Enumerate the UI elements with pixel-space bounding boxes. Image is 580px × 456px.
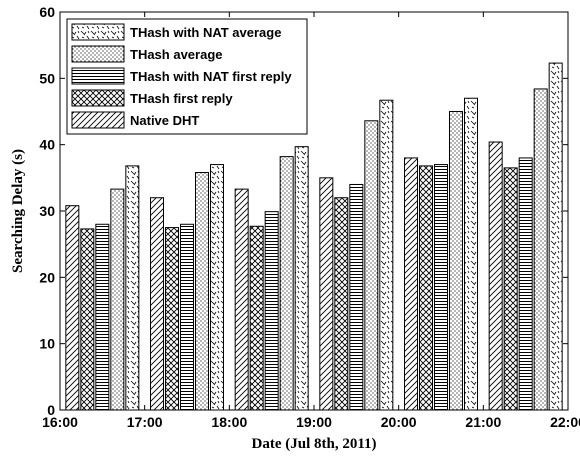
bar-native-dht-5 xyxy=(488,141,503,411)
x-tick-label: 20:00 xyxy=(381,414,417,430)
x-tick-label: 22:00 xyxy=(550,414,580,430)
bar-thash-with-nat-first-reply-2 xyxy=(264,211,279,411)
bar-thash-with-nat-average-2 xyxy=(294,146,309,411)
bar-thash-with-nat-first-reply-0 xyxy=(95,223,110,411)
legend-label-thash-with-nat-average: THash with NAT average xyxy=(130,25,281,40)
y-tick-label: 20 xyxy=(39,269,55,285)
bar-thash-with-nat-average-0 xyxy=(125,165,140,411)
y-tick-label: 50 xyxy=(39,70,55,86)
bar-thash-average-1 xyxy=(195,172,209,411)
y-axis-title: Searching Delay (s) xyxy=(10,149,26,273)
bar-thash-average-2 xyxy=(279,156,294,411)
bar-thash-first-reply-0 xyxy=(80,228,95,411)
x-tick-label: 17:00 xyxy=(127,414,163,430)
legend-swatch-thash-average xyxy=(71,45,125,63)
legend-label-thash-with-nat-first-reply: THash with NAT first reply xyxy=(130,69,292,84)
bar-thash-with-nat-first-reply-1 xyxy=(180,223,194,411)
legend-swatch-thash-with-nat-first-reply xyxy=(71,67,125,85)
legend-swatch-thash-with-nat-average xyxy=(71,23,125,41)
bar-native-dht-1 xyxy=(150,197,164,411)
legend-label-thash-first-reply: THash first reply xyxy=(130,91,233,106)
y-tick-label: 60 xyxy=(39,4,55,20)
x-tick-label: 19:00 xyxy=(296,414,332,430)
bar-native-dht-0 xyxy=(65,205,80,411)
legend-swatch-thash-first-reply xyxy=(71,89,125,107)
x-tick-label: 18:00 xyxy=(211,414,247,430)
bar-thash-with-nat-first-reply-4 xyxy=(434,164,448,411)
bar-thash-with-nat-average-5 xyxy=(548,62,563,411)
plot-frame xyxy=(59,11,569,411)
bar-thash-with-nat-average-4 xyxy=(464,97,478,411)
bar-native-dht-2 xyxy=(234,188,249,411)
legend-swatch-native-dht xyxy=(71,111,125,129)
bar-thash-with-nat-first-reply-3 xyxy=(349,183,364,411)
bar-thash-first-reply-5 xyxy=(503,167,518,411)
bar-thash-with-nat-average-3 xyxy=(379,99,394,411)
x-tick-label: 21:00 xyxy=(465,414,501,430)
x-tick-label: 16:00 xyxy=(42,414,78,430)
bar-thash-with-nat-average-1 xyxy=(210,164,224,411)
legend: THash with NAT average THash average THash… xyxy=(66,18,308,135)
y-tick-label: 10 xyxy=(39,336,55,352)
bar-native-dht-3 xyxy=(319,177,334,411)
ticks-layer: 16:00 17:00 18:00 19:00 20:00 21:00 22:00 0 10 20… xyxy=(39,4,580,430)
bar-thash-first-reply-3 xyxy=(334,197,349,411)
y-tick-label: 40 xyxy=(39,137,55,153)
bar-thash-first-reply-4 xyxy=(419,165,433,411)
bar-thash-first-reply-1 xyxy=(165,227,179,411)
x-axis-title: Date (Jul 8th, 2011) xyxy=(252,436,377,452)
legend-label-thash-average: THash average xyxy=(130,47,223,62)
bar-thash-with-nat-first-reply-5 xyxy=(518,157,533,411)
bar-thash-average-3 xyxy=(364,120,379,411)
bars-layer xyxy=(65,62,563,411)
bar-native-dht-4 xyxy=(404,157,418,411)
legend-label-native-dht: Native DHT xyxy=(130,113,199,128)
bar-thash-average-4 xyxy=(449,111,463,411)
y-tick-label: 0 xyxy=(47,402,55,418)
y-tick-label: 30 xyxy=(39,203,55,219)
bar-thash-first-reply-2 xyxy=(249,225,264,411)
bar-thash-average-5 xyxy=(533,88,548,411)
bar-thash-average-0 xyxy=(110,188,125,411)
